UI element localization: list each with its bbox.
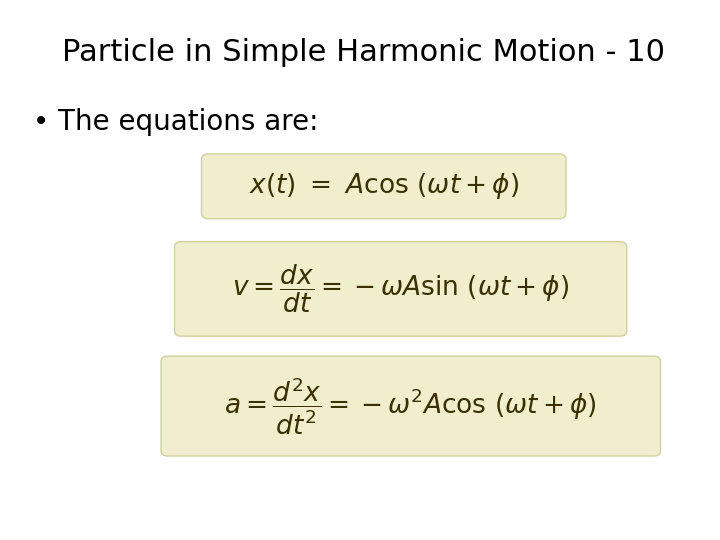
Text: $v = \dfrac{dx}{dt} = -\omega A\sin\,(\omega t + \phi)$: $v = \dfrac{dx}{dt} = -\omega A\sin\,(\o…: [232, 263, 570, 315]
Text: Particle in Simple Harmonic Motion - 10: Particle in Simple Harmonic Motion - 10: [62, 38, 665, 67]
FancyBboxPatch shape: [161, 356, 660, 456]
Text: $a = \dfrac{d^2x}{dt^2} = -\omega^2 A\cos\,(\omega t + \phi)$: $a = \dfrac{d^2x}{dt^2} = -\omega^2 A\co…: [225, 375, 597, 437]
Text: • The equations are:: • The equations are:: [32, 108, 318, 136]
FancyBboxPatch shape: [174, 241, 626, 336]
Text: $x(t)\ =\ A\cos\,(\omega t + \phi)$: $x(t)\ =\ A\cos\,(\omega t + \phi)$: [248, 171, 519, 201]
FancyBboxPatch shape: [202, 154, 566, 219]
